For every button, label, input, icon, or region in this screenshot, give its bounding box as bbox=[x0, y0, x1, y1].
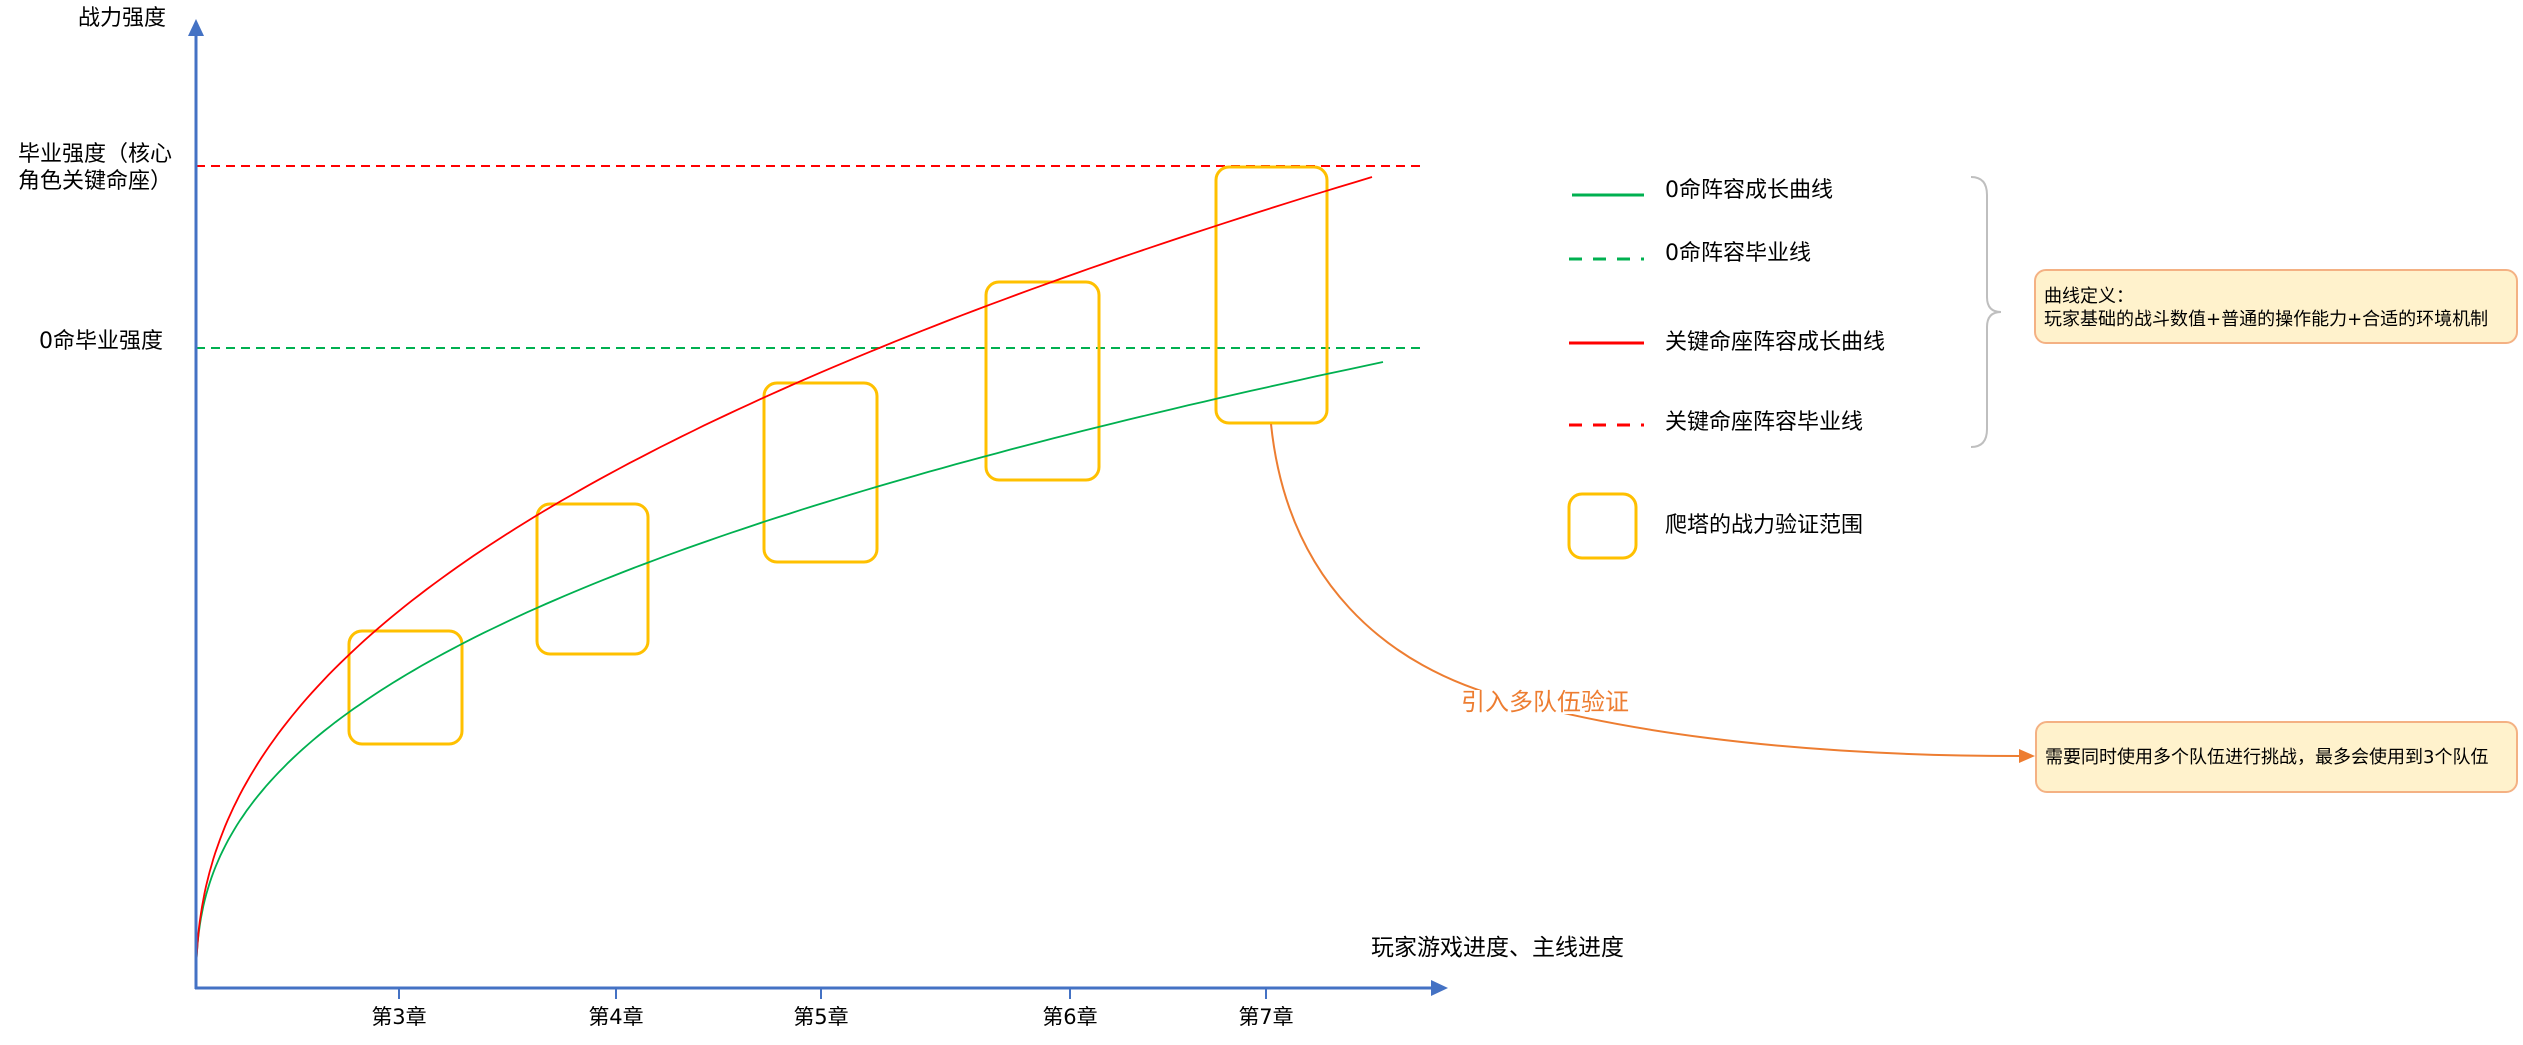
y-tick-label-line: 毕业强度（核心 bbox=[18, 142, 173, 167]
multi-team-note-text: 需要同时使用多个队伍进行挑战，最多会使用到3个队伍 bbox=[2045, 747, 2489, 768]
x-tick-label-chapter-3: 第3章 bbox=[371, 1005, 427, 1029]
x-axis-arrow bbox=[1431, 980, 1448, 996]
range-box-chapter-7 bbox=[1214, 165, 1329, 425]
x-tick-label-chapter-4: 第4章 bbox=[588, 1005, 644, 1029]
legend-brace bbox=[1970, 176, 2002, 448]
callout-arrowhead bbox=[2019, 749, 2035, 763]
x-tick-label-chapter-5: 第5章 bbox=[793, 1005, 849, 1029]
multi-team-note: 需要同时使用多个队伍进行挑战，最多会使用到3个队伍 bbox=[2035, 721, 2518, 793]
curve-definition-note: 曲线定义： 玩家基础的战斗数值+普通的操作能力+合适的环境机制 bbox=[2034, 269, 2518, 344]
range-box-chapter-5 bbox=[762, 381, 879, 564]
legend-label-key-graduation: 关键命座阵容毕业线 bbox=[1665, 410, 1864, 435]
x-axis-title: 玩家游戏进度、主线进度 bbox=[1371, 935, 1624, 961]
multi-team-callout-label: 引入多队伍验证 bbox=[1459, 688, 1631, 716]
x-tick-label-chapter-6: 第6章 bbox=[1042, 1005, 1098, 1029]
key-constellation-growth-curve bbox=[195, 176, 1373, 989]
c0-growth-curve bbox=[195, 361, 1384, 989]
callout-connector bbox=[1270, 423, 2022, 757]
y-tick-label-key-graduation: 毕业强度（核心 角色关键命座） bbox=[18, 141, 172, 195]
legend-swatch-range-box bbox=[1567, 492, 1638, 560]
legend-label-range-box: 爬塔的战力验证范围 bbox=[1665, 513, 1864, 538]
range-box-chapter-6 bbox=[984, 280, 1101, 482]
range-box-chapter-3 bbox=[347, 629, 464, 746]
legend-label-key-growth: 关键命座阵容成长曲线 bbox=[1665, 330, 1886, 355]
x-tick-label-chapter-7: 第7章 bbox=[1238, 1005, 1294, 1029]
y-tick-label-line: 角色关键命座） bbox=[18, 169, 173, 194]
y-axis-arrow bbox=[188, 19, 204, 36]
y-tick-label-c0-graduation: 0命毕业强度 bbox=[39, 328, 163, 355]
y-axis-title: 战力强度 bbox=[77, 6, 166, 31]
curve-definition-heading: 曲线定义： bbox=[2044, 286, 2134, 307]
curve-definition-text: 玩家基础的战斗数值+普通的操作能力+合适的环境机制 bbox=[2044, 309, 2489, 330]
y-tick-label-line: 0命毕业强度 bbox=[39, 329, 163, 354]
range-box-chapter-4 bbox=[535, 502, 650, 656]
legend-label-c0-graduation: 0命阵容毕业线 bbox=[1665, 241, 1811, 266]
legend-label-c0-growth: 0命阵容成长曲线 bbox=[1665, 178, 1833, 203]
